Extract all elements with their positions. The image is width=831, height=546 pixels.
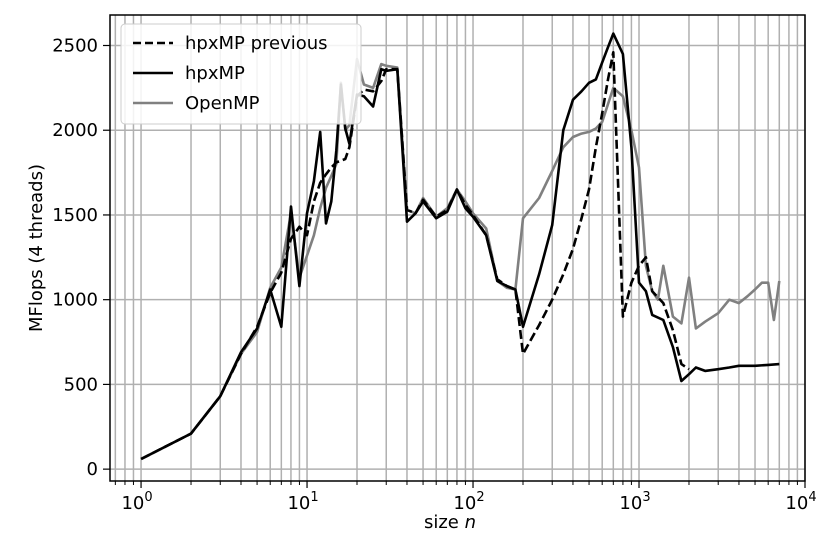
legend: hpxMP previous hpxMP OpenMP — [120, 23, 362, 125]
x-tick-label-exponent: 3 — [642, 490, 650, 505]
y-axis-label: MFlops (4 threads) — [26, 164, 47, 332]
x-tick-label-exponent: 2 — [476, 490, 484, 505]
x-tick-label: 100 — [121, 490, 152, 514]
x-tick-label: 101 — [287, 490, 318, 514]
x-tick-label-base: 10 — [287, 493, 310, 514]
legend-label-hpxmp: hpxMP — [185, 63, 245, 84]
series-line-hpxmp — [140, 32, 780, 461]
y-tick-label: 1500 — [52, 205, 98, 226]
x-tick-label-base: 10 — [785, 493, 808, 514]
x-tick-label: 103 — [619, 490, 650, 514]
x-axis-label-variable: n — [465, 512, 476, 533]
plot-frame — [109, 14, 806, 482]
x-tick-label-exponent: 1 — [310, 490, 318, 505]
legend-label-openmp: OpenMP — [185, 93, 260, 114]
x-axis-label: size n — [424, 512, 476, 533]
y-tick-label: 2000 — [52, 120, 98, 141]
y-tick-label: 0 — [87, 459, 98, 480]
axis-ticks — [103, 44, 806, 488]
y-tick-label: 2500 — [52, 36, 98, 57]
x-axis-label-text: size — [424, 512, 465, 533]
legend-box — [120, 23, 362, 125]
x-tick-label-exponent: 0 — [144, 490, 152, 505]
x-tick-label-base: 10 — [121, 493, 144, 514]
x-tick-label-base: 10 — [453, 493, 476, 514]
y-tick-label: 1000 — [52, 290, 98, 311]
x-tick-label-exponent: 4 — [808, 490, 816, 505]
series-line-hpxmp-previous — [140, 50, 690, 461]
y-tick-label: 500 — [64, 374, 98, 395]
x-tick-label-base: 10 — [619, 493, 642, 514]
series-lines — [140, 32, 781, 461]
legend-label-hpxmp-previous: hpxMP previous — [185, 33, 328, 54]
x-tick-label: 102 — [453, 490, 484, 514]
x-tick-label: 104 — [785, 490, 816, 514]
